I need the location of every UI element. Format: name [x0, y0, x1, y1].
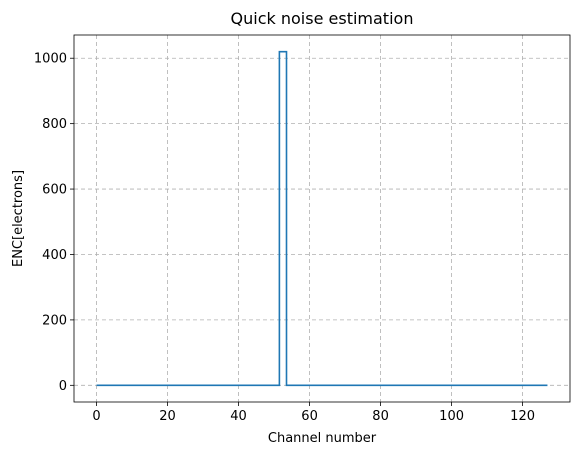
x-tick-label: 0	[92, 409, 100, 424]
series-line	[96, 50, 548, 387]
x-tick-label: 40	[230, 409, 247, 424]
series-layer	[96, 50, 548, 387]
x-tick-label: 20	[159, 409, 176, 424]
x-tick-label: 60	[301, 409, 318, 424]
y-axis-label: ENC[electrons]	[11, 170, 26, 267]
y-tick-label: 800	[42, 117, 67, 132]
y-tick-label: 400	[42, 248, 67, 263]
ticks-layer: 0 20 40 60 80 100 120 0 200 400 600 800 1000	[34, 52, 535, 424]
x-tick-label: 100	[439, 409, 464, 424]
x-tick-label: 80	[372, 409, 389, 424]
plot-frame	[73, 34, 571, 403]
x-axis-label: Channel number	[268, 431, 377, 446]
y-tick-label: 1000	[34, 52, 67, 67]
grid-layer	[74, 35, 570, 402]
y-tick-label: 200	[42, 313, 67, 328]
chart-title: Quick noise estimation	[231, 9, 414, 28]
x-tick-label: 120	[510, 409, 535, 424]
y-tick-label: 0	[59, 379, 67, 394]
y-tick-label: 600	[42, 183, 67, 198]
